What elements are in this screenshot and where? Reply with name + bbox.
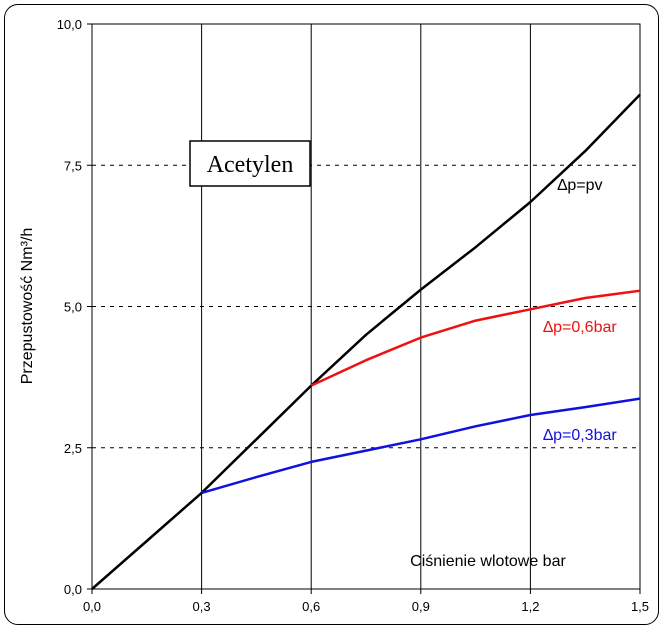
y-tick-label: 7,5 [64,158,82,173]
tick-labels: 0,0 0,3 0,6 0,9 1,2 1,5 0,0 2,5 5,0 7,5 10,0 [57,17,649,614]
x-tick-label: 1,2 [521,599,539,614]
x-tick-label: 0,0 [83,599,101,614]
series-label-2: ∆p=0,6bar [543,319,617,336]
series-line-2 [310,289,641,387]
series-group [91,93,641,590]
y-tick-label: 5,0 [64,300,82,315]
y-tick-label: 2,5 [64,441,82,456]
x-tick-label: 1,5 [631,599,649,614]
series-label-1: ∆p=pv [558,177,603,194]
series-line-3 [201,397,641,495]
x-tick-label: 0,6 [302,599,320,614]
chart-title: Acetylen [207,152,294,178]
y-tick-label: 10,0 [57,17,82,32]
series-labels: ∆p=pv ∆p=0,6bar ∆p=0,3bar [543,177,617,444]
chart-frame [4,4,659,625]
x-axis-label: Ciśnienie wlotowe bar [410,553,566,570]
y-tick-label: 0,0 [64,582,82,597]
x-tick-label: 0,3 [193,599,211,614]
title-box [189,140,311,187]
x-tick-label: 0,9 [412,599,430,614]
y-axis-label: Przepustowość Nm³/h [19,228,36,385]
grid [92,24,640,589]
series-label-3: ∆p=0,3bar [543,427,617,444]
series-line-1 [91,93,641,590]
